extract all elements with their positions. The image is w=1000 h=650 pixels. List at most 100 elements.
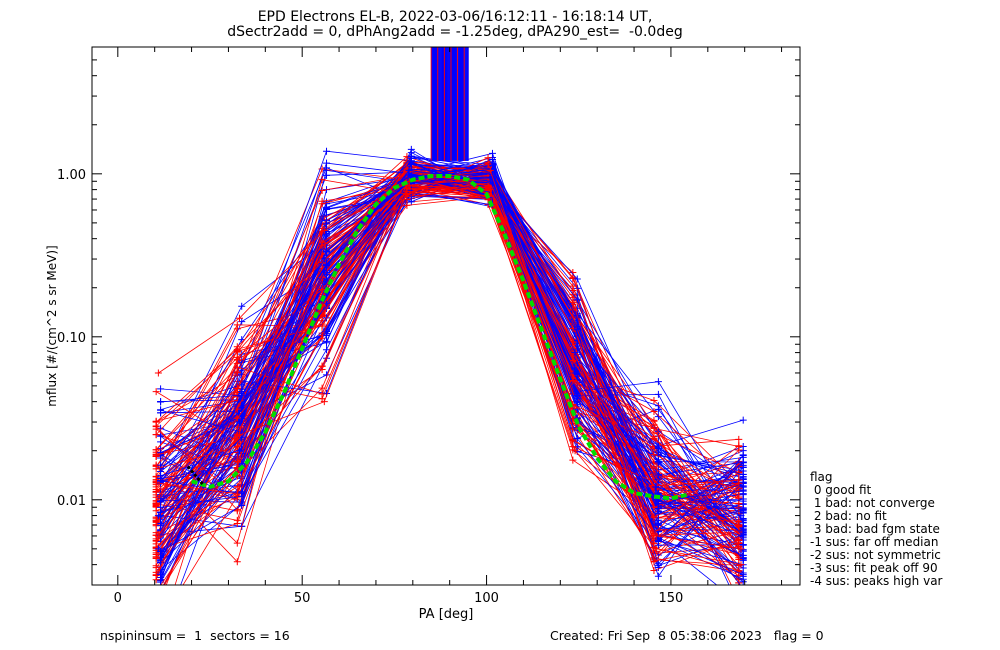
blue-spectrum-point bbox=[573, 275, 581, 283]
x-tick-label: 100 bbox=[474, 591, 499, 606]
red-spectrum-point bbox=[569, 357, 577, 365]
representative-spectrum-point bbox=[652, 532, 660, 540]
red-spectrum-point bbox=[318, 187, 326, 195]
representative-spectrum-point bbox=[236, 418, 243, 426]
red-spectrum-point bbox=[484, 160, 492, 168]
blue-spectrum-point bbox=[739, 416, 747, 424]
red-spectrum-line bbox=[155, 182, 740, 548]
red-spectrum-point bbox=[735, 522, 743, 530]
representative-spectrum-point bbox=[737, 545, 745, 553]
representative-spectrum-point bbox=[486, 186, 494, 194]
blue-spectrum-point bbox=[323, 337, 331, 345]
y-axis-label: mflux [#/(cm^2 s sr MeV)] bbox=[45, 245, 59, 406]
blue-spectrum-point bbox=[740, 611, 747, 618]
blue-spectrum-point bbox=[739, 495, 747, 503]
red-spectrum-line bbox=[155, 168, 739, 571]
red-spectrum-point bbox=[569, 456, 577, 464]
representative-spectrum-point bbox=[154, 545, 162, 553]
red-spectrum-point bbox=[650, 463, 658, 471]
red-spectrum-point bbox=[152, 564, 160, 572]
representative-spectrum-point bbox=[154, 512, 162, 520]
blue-spectrum-point bbox=[573, 389, 581, 397]
red-spectrum-point bbox=[233, 321, 241, 329]
red-spectrum-point bbox=[233, 490, 241, 498]
blue-spectrum-point bbox=[739, 451, 747, 459]
chart-title-line1: EPD Electrons EL-B, 2022-03-06/16:12:11 … bbox=[257, 9, 653, 25]
blue-spectrum-point bbox=[323, 231, 331, 239]
representative-spectrum-point bbox=[236, 314, 243, 322]
flag-legend-title: flag bbox=[810, 470, 833, 484]
blue-spectrum-point bbox=[654, 378, 662, 386]
representative-spectrum-point bbox=[405, 166, 413, 174]
red-spectrum-point bbox=[650, 407, 658, 415]
red-spectrum-point bbox=[152, 465, 160, 473]
red-spectrum-line bbox=[155, 179, 740, 548]
blue-spectrum-point bbox=[654, 405, 662, 413]
blue-spectrum-point bbox=[157, 497, 165, 505]
blue-spectrum-point bbox=[157, 538, 165, 546]
red-spectrum-point bbox=[153, 599, 160, 606]
red-spectrum-point bbox=[152, 388, 160, 396]
flag-legend-item: 3 bad: bad fgm state bbox=[810, 522, 940, 536]
footer-right-text: Created: Fri Sep 8 05:38:06 2023 flag = … bbox=[550, 628, 824, 643]
red-spectrum-point bbox=[233, 443, 241, 451]
blue-spectrum-point bbox=[157, 449, 165, 457]
blue-spectrum-point bbox=[654, 509, 662, 517]
flag-legend-item: -3 sus: fit peak off 90 bbox=[810, 561, 938, 575]
red-spectrum-line bbox=[155, 178, 739, 487]
blue-spectrum-point bbox=[654, 390, 662, 398]
blue-spectrum-line bbox=[160, 176, 744, 537]
red-spectrum-point bbox=[484, 154, 492, 162]
red-spectrum-point bbox=[569, 377, 577, 385]
red-spectrum-point bbox=[153, 607, 160, 614]
red-spectrum-point bbox=[318, 390, 326, 398]
red-spectrum-point bbox=[403, 201, 411, 209]
red-spectrum-point bbox=[152, 479, 160, 487]
blue-spectrum-point bbox=[740, 603, 747, 610]
red-spectrum-point bbox=[735, 435, 743, 443]
representative-spectrum-point bbox=[737, 561, 745, 569]
red-spectrum-point bbox=[152, 554, 160, 562]
blue-spectrum-point bbox=[157, 432, 165, 440]
red-spectrum-point bbox=[233, 558, 241, 566]
x-axis-label: PA [deg] bbox=[419, 607, 474, 622]
representative-spectrum-point bbox=[737, 532, 745, 540]
blue-spectrum-line bbox=[160, 169, 744, 570]
red-spectrum-point bbox=[153, 588, 160, 595]
median-fit-curve bbox=[191, 174, 690, 501]
blue-spectrum-line bbox=[160, 168, 744, 576]
red-spectrum-point bbox=[152, 418, 160, 426]
red-spectrum-point bbox=[233, 353, 241, 361]
red-spectrum-point bbox=[152, 500, 160, 508]
red-spectrum-point bbox=[318, 322, 326, 330]
representative-spectrum-point bbox=[320, 268, 328, 276]
red-spectrum-point bbox=[318, 239, 326, 247]
blue-spectrum-point bbox=[157, 398, 165, 406]
blue-spectrum-line bbox=[160, 168, 744, 524]
representative-spectrum-point bbox=[236, 431, 243, 439]
red-spectrum-point bbox=[650, 557, 658, 565]
red-spectrum-point bbox=[650, 503, 658, 511]
blue-spectrum-line bbox=[160, 156, 744, 525]
blue-spectrum-line bbox=[160, 157, 744, 532]
red-spectrum-point bbox=[153, 594, 160, 601]
blue-spectrum-point bbox=[573, 435, 581, 443]
blue-spectrum-point bbox=[157, 570, 165, 578]
blue-spectrum-point bbox=[654, 560, 662, 568]
blue-spectrum-point bbox=[739, 459, 747, 467]
red-spectrum-point bbox=[233, 458, 241, 466]
red-spectrum-point bbox=[735, 597, 742, 604]
representative-spectrum-point bbox=[236, 447, 243, 455]
red-spectrum-point bbox=[484, 182, 492, 190]
red-spectrum-point bbox=[569, 338, 577, 346]
blue-spectrum-point bbox=[238, 404, 246, 412]
blue-spectrum-point bbox=[238, 391, 246, 399]
blue-spectrum-point bbox=[157, 556, 165, 564]
blue-spectrum-line bbox=[160, 157, 744, 533]
blue-spectrum-point bbox=[157, 522, 165, 530]
blue-spectrum-point bbox=[739, 571, 747, 579]
blue-spectrum-point bbox=[654, 458, 662, 466]
blue-spectrum-point bbox=[238, 492, 246, 500]
blue-spectrum-point bbox=[323, 346, 331, 354]
flag-legend-item: 2 bad: no fit bbox=[810, 509, 887, 523]
